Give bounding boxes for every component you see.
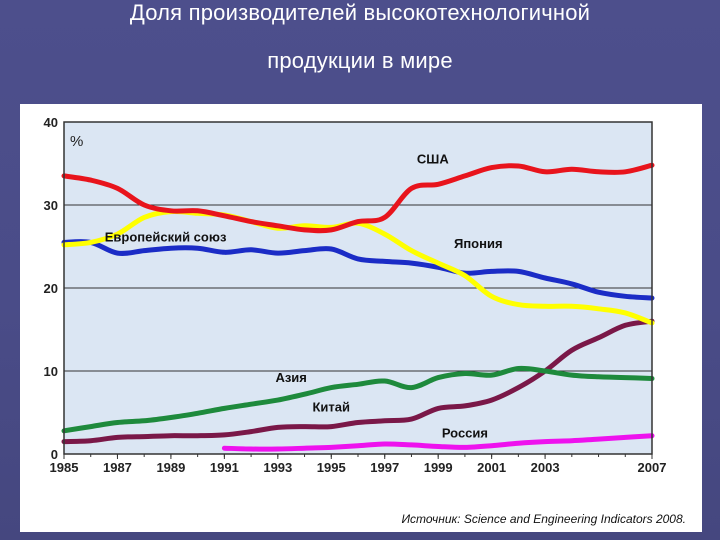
x-tick-label: 2001: [477, 460, 506, 475]
x-tick-label: 2003: [531, 460, 560, 475]
x-tick-label: 1985: [50, 460, 79, 475]
y-tick-label: 40: [44, 115, 58, 130]
source-note: Источник: Science and Engineering Indica…: [401, 512, 686, 526]
x-tick-label: 1999: [424, 460, 453, 475]
series-label-eu: Европейский союз: [105, 230, 227, 245]
x-tick-label: 1987: [103, 460, 132, 475]
series-line-china: [61, 318, 655, 445]
y-tick-label: 0: [51, 447, 58, 462]
chart-figure: 0 10 20 30 40 1985 1987 1989 1991 1993 1995 1997 199…: [20, 104, 702, 532]
series-label-russia: Россия: [442, 425, 488, 440]
x-tick-label: 2007: [638, 460, 667, 475]
series-label-japan: Япония: [454, 236, 503, 251]
x-tick-label: 1991: [210, 460, 239, 475]
x-tick-label: 1993: [263, 460, 292, 475]
y-axis-unit-label: %: [70, 133, 83, 150]
x-tick-label: 1995: [317, 460, 346, 475]
axes: 0 10 20 30 40 1985 1987 1989 1991 1993 1995 1997 199…: [44, 115, 667, 475]
x-tick-label: 1989: [156, 460, 185, 475]
series-lines: [61, 162, 655, 452]
y-tick-label: 10: [44, 364, 58, 379]
y-tick-label: 30: [44, 198, 58, 213]
series-labels: США Европейский союз Япония Азия Китай Россия: [105, 152, 503, 441]
x-tick-label: 1997: [370, 460, 399, 475]
series-label-usa: США: [417, 152, 449, 167]
series-label-asia: Азия: [275, 370, 306, 385]
series-line-usa: [61, 162, 655, 234]
slide-title-line2: продукции в мире: [267, 48, 453, 73]
series-line-asia: [61, 365, 655, 434]
slide-title-line1: Доля производителей высокотехнологичной: [129, 0, 591, 25]
series-label-china: Китай: [313, 400, 351, 415]
series-line-eu: [61, 239, 655, 301]
y-tick-label: 20: [44, 281, 58, 296]
series-line-russia: [221, 433, 655, 452]
line-chart: 0 10 20 30 40 1985 1987 1989 1991 1993 1995 1997 199…: [44, 115, 667, 475]
